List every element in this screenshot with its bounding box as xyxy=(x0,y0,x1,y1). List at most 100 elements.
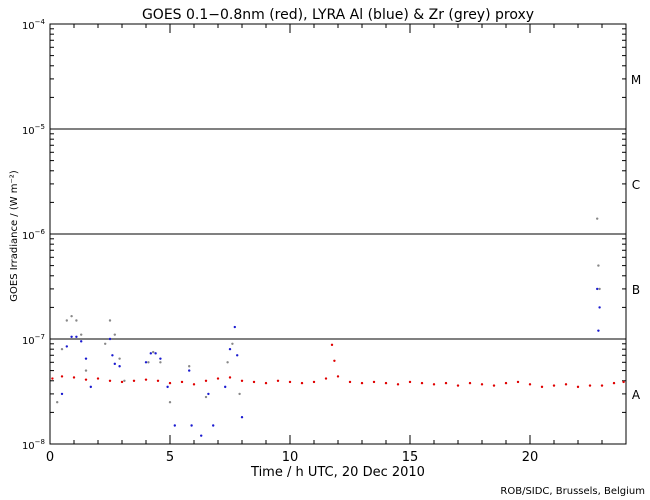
goes-point xyxy=(336,375,340,378)
lyra_zr-point xyxy=(75,319,78,322)
lyra_zr-point xyxy=(65,319,69,322)
goes-point xyxy=(108,379,112,382)
goes-point xyxy=(60,375,64,378)
lyra_zr-point xyxy=(598,287,601,291)
lyra_al-point xyxy=(154,352,157,355)
lyra_zr-point xyxy=(226,361,229,364)
lyra_zr-point xyxy=(188,365,191,368)
lyra_zr-point xyxy=(84,369,88,372)
class-label-c: C xyxy=(632,178,640,192)
lyra_al-point xyxy=(207,392,210,396)
lyra_al-point xyxy=(111,354,114,357)
goes-point xyxy=(480,383,484,386)
goes-point xyxy=(384,381,388,385)
y-tick-label: 10−5 xyxy=(22,123,45,137)
goes-point xyxy=(492,384,496,387)
lyra_al-point xyxy=(149,352,152,355)
y-tick-label: 10−7 xyxy=(22,333,45,347)
lyra_zr-point xyxy=(147,361,150,364)
goes-point xyxy=(180,380,184,384)
lyra_al-point xyxy=(240,415,244,419)
y-tick-label: 10−8 xyxy=(22,438,45,452)
goes-point xyxy=(552,384,556,387)
credit-text: ROB/SIDC, Brussels, Belgium xyxy=(500,486,645,497)
lyra_zr-point xyxy=(70,314,73,318)
lyra_al-point xyxy=(144,361,148,364)
lyra_zr-point xyxy=(159,361,162,364)
goes-point xyxy=(622,380,625,384)
lyra_al-point xyxy=(233,325,236,329)
goes-point xyxy=(72,376,76,379)
lyra_al-point xyxy=(60,392,64,396)
lyra_al-point xyxy=(65,345,69,348)
goes-point xyxy=(312,380,316,384)
goes-point xyxy=(612,381,616,385)
x-axis-label: Time / h UTC, 20 Dec 2010 xyxy=(250,465,425,480)
lyra_al-point xyxy=(190,424,193,427)
y-axis: 10−8 10−7 10−6 10−5 10−4 xyxy=(22,18,626,452)
lyra_al-point xyxy=(108,337,112,341)
goes-point xyxy=(408,380,412,384)
lyra_al-point xyxy=(188,369,191,372)
lyra_zr-point xyxy=(204,395,208,399)
goes-point xyxy=(324,377,328,380)
lyra_zr-point xyxy=(168,401,172,404)
y-tick-label: 10−6 xyxy=(22,228,46,242)
lyra_al-point xyxy=(173,424,176,427)
goes-point xyxy=(144,378,148,381)
lyra_zr-point xyxy=(597,264,600,267)
x-tick-label: 10 xyxy=(282,450,299,465)
goes-point xyxy=(540,385,544,389)
goes-point xyxy=(252,380,256,384)
lyra_al-point xyxy=(598,306,601,309)
goes-point xyxy=(420,381,424,385)
goes-point xyxy=(240,379,244,382)
y-tick-label: 10−4 xyxy=(22,18,46,32)
lyra_al-point xyxy=(200,434,203,437)
lyra_zr-point xyxy=(80,333,83,336)
goes-point xyxy=(432,383,436,386)
y-axis-label: GOES Irradiance / (W m⁻²) xyxy=(9,170,20,302)
goes-point xyxy=(264,381,268,385)
lyra_al-point xyxy=(597,329,600,332)
class-label-b: B xyxy=(632,283,640,297)
lyra_al-point xyxy=(236,354,239,357)
goes-point xyxy=(372,380,376,384)
goes-point xyxy=(288,380,292,384)
goes-point xyxy=(51,377,54,380)
goes-point xyxy=(333,359,336,362)
lyra_zr-point xyxy=(152,350,155,354)
goes-point xyxy=(564,383,568,386)
lyra_al-point xyxy=(166,385,169,389)
goes-point xyxy=(120,380,124,384)
goes-point xyxy=(396,383,400,386)
class-label-a: A xyxy=(632,388,641,402)
lyra_zr-point xyxy=(60,347,64,351)
lyra_al-point xyxy=(80,340,83,343)
goes-point xyxy=(204,379,208,382)
goes-point xyxy=(576,385,580,389)
lyra_al-point xyxy=(118,365,121,368)
goes-point xyxy=(228,376,232,379)
goes-point xyxy=(132,379,136,382)
goes-point xyxy=(300,381,304,385)
x-tick-label: 20 xyxy=(522,450,539,465)
x-tick-label: 0 xyxy=(46,450,54,465)
goes-point xyxy=(156,379,160,382)
goes-point xyxy=(600,384,604,387)
goes-point xyxy=(192,383,196,386)
goes-point xyxy=(504,381,508,385)
goes-point xyxy=(444,381,448,385)
goes-point xyxy=(330,343,334,347)
flare-class-labels: A B C M xyxy=(631,73,641,402)
lyra_zr-point xyxy=(113,333,117,336)
lyra_al-point xyxy=(212,424,215,427)
lyra_zr-point xyxy=(104,342,107,346)
goes-point xyxy=(96,377,100,380)
lyra_al-point xyxy=(159,357,162,360)
goes-point xyxy=(516,380,520,384)
goes-point xyxy=(168,381,172,385)
goes-point xyxy=(84,378,88,381)
lyra_zr-point xyxy=(238,392,241,396)
